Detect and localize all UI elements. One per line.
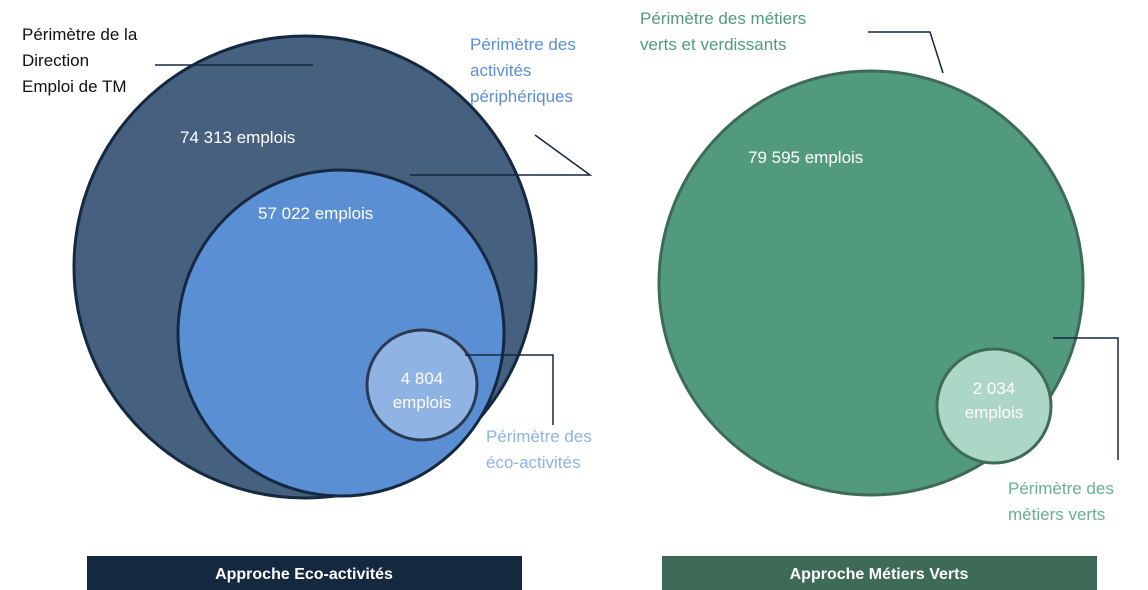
banner-text: Approche Métiers Verts bbox=[790, 566, 969, 583]
label: périphériques bbox=[470, 87, 573, 106]
count: 57 022 emplois bbox=[258, 204, 373, 223]
label: activités bbox=[470, 61, 531, 80]
count: emplois bbox=[965, 403, 1024, 422]
inner-circle bbox=[935, 347, 1053, 465]
label: Emploi de TM bbox=[22, 77, 127, 96]
label: Périmètre des bbox=[470, 35, 576, 54]
label: verts et verdissants bbox=[640, 35, 786, 54]
count: 2 034 bbox=[973, 379, 1016, 398]
banner-text: Approche Eco-activités bbox=[215, 566, 393, 583]
label: métiers verts bbox=[1008, 505, 1105, 524]
banner bbox=[87, 556, 522, 590]
leader-line bbox=[868, 31, 944, 74]
label: Périmètre des bbox=[1008, 479, 1114, 498]
count: 74 313 emplois bbox=[180, 128, 295, 147]
count: 79 595 emplois bbox=[748, 148, 863, 167]
leader-line bbox=[410, 134, 593, 176]
inner-circle bbox=[365, 328, 479, 442]
label: Direction bbox=[22, 51, 89, 70]
count: emplois bbox=[393, 393, 452, 412]
banner bbox=[662, 556, 1097, 590]
count: 4 804 bbox=[401, 369, 444, 388]
label: Périmètre des bbox=[486, 427, 592, 446]
label: éco-activités bbox=[486, 453, 580, 472]
leader-line bbox=[465, 354, 554, 425]
label: Périmètre de la bbox=[22, 25, 138, 44]
label: Périmètre des métiers bbox=[640, 9, 806, 28]
leader-line bbox=[1053, 337, 1119, 460]
